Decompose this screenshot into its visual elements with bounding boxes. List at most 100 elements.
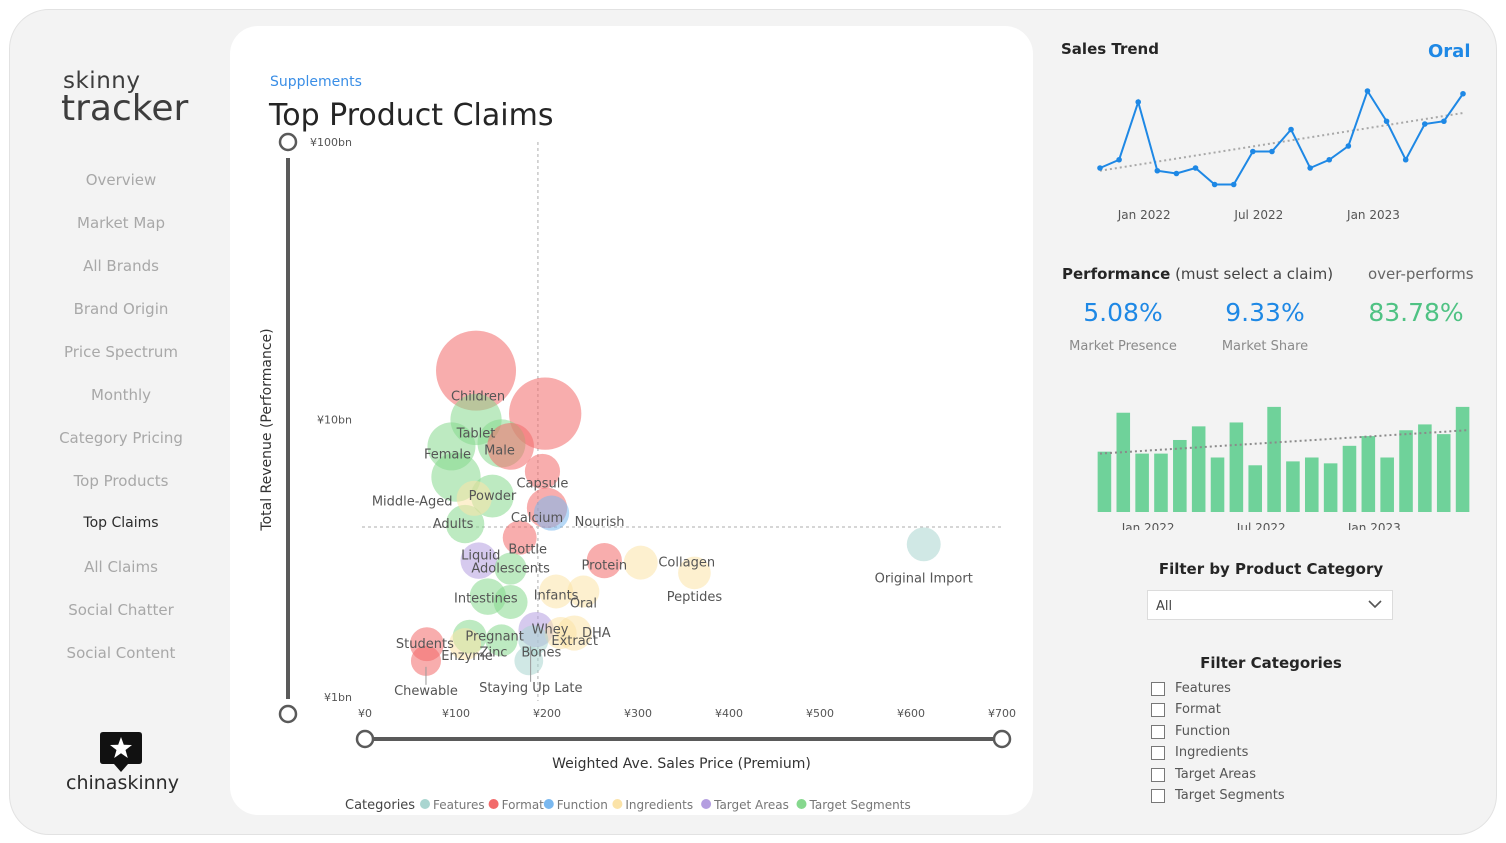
sales-bar [1248,465,1263,512]
checkbox-box[interactable] [1151,682,1165,696]
checkbox-box[interactable] [1151,789,1165,803]
sales-point [1402,156,1409,163]
sales-bar [1267,406,1281,512]
point-label: Tablet [456,427,496,442]
sales-bar [1154,453,1168,512]
point-label: Oral [570,596,597,611]
sales-bar [1304,457,1319,512]
sales-bar [1455,406,1470,512]
bubble-middle-aged [456,480,492,516]
point-label: Enzyme [441,649,493,664]
legend-label: Target Segments [809,798,911,812]
bar-x-label: Jul 2022 [1236,521,1286,530]
bubble-liquid [460,542,497,579]
bubble-enzyme [449,628,482,661]
sales-trend-title: Sales Trend [1061,40,1159,58]
bubble-zinc [485,624,518,657]
selected-claim: Oral [1428,41,1471,62]
legend-swatch [796,799,807,809]
breadcrumb-supplements[interactable]: Supplements [270,74,362,90]
bar-trend-line [1099,429,1468,455]
legend-label: Function [557,798,608,812]
nav-top-products[interactable]: Top Products [73,472,169,490]
sales-point [1173,170,1180,177]
nav-monthly[interactable]: Monthly [90,386,152,404]
nav-brand-origin[interactable]: Brand Origin [73,300,169,318]
bubble-collagen [623,545,658,580]
product-category-select[interactable]: All [1147,590,1393,620]
nav-market-map[interactable]: Market Map [77,214,165,232]
point-label: Calcium [511,511,563,526]
x-slider-handle-right [992,729,1012,749]
trend-x-label: Jul 2022 [1233,208,1283,222]
checkbox-box[interactable] [1151,703,1165,717]
checkbox-box[interactable] [1151,725,1165,739]
point-label: Peptides [667,590,723,605]
page-title: Top Product Claims [269,98,554,133]
checkbox-box[interactable] [1151,746,1165,760]
legend-swatch [488,799,499,809]
y-axis-title: Total Revenue (Performance) [259,328,275,531]
sales-point [1460,90,1466,97]
bar-x-label: Jan 2022 [1121,521,1175,530]
nav-social-chatter[interactable]: Social Chatter [68,601,174,619]
checkbox-label: Target Segments [1175,788,1285,803]
point-label: Nourish [575,515,625,530]
checkbox-box[interactable] [1151,768,1165,782]
nav-overview[interactable]: Overview [85,171,157,189]
y-tick-label: ¥100bn [310,136,352,149]
point-label: Middle-Aged [372,494,453,509]
nav-all-brands[interactable]: All Brands [83,257,159,275]
legend-label: Format [502,798,545,812]
sales-bar [1342,445,1357,512]
performance-note: (must select a claim) [1175,265,1334,283]
point-label: Bones [521,645,561,660]
y-slider-handle-top [278,132,298,152]
sales-point [1441,118,1447,125]
sales-point [1364,88,1371,94]
bubble-protein [586,543,622,579]
bubble-female [427,422,476,471]
market-share-value: 9.33% [1225,298,1305,327]
sales-bar [1323,463,1338,512]
nav-top-claims[interactable]: Top Claims [83,515,159,531]
sales-bar [1436,434,1451,512]
bar-x-label: Jan 2023 [1347,521,1401,530]
trend-dotted-line [1099,112,1464,172]
sales-bar [1135,453,1149,512]
point-label: DHA [582,626,611,641]
nav-category-pricing[interactable]: Category Pricing [59,429,183,447]
checkbox-label: Ingredients [1175,745,1249,760]
sales-point [1421,121,1428,127]
bubble-peptides [678,556,711,590]
sales-bar [1399,430,1413,512]
nav-social-content[interactable]: Social Content [66,644,176,662]
market-presence-value: 5.08% [1083,298,1163,327]
sales-point [1097,165,1103,171]
x-tick-label: ¥200 [533,707,561,720]
sales-point [1326,156,1333,163]
y-tick-label: ¥1bn [324,691,352,704]
bubble-capsule [524,453,561,490]
sales-trend-line-chart: Jan 2022 Jul 2022 Jan 2023 [1097,88,1466,222]
x-tick-label: ¥100 [442,707,470,720]
sales-bar [1286,461,1300,512]
main-card: Supplements Top Product Claims Total Rev… [230,26,1033,815]
bubble-children [436,330,517,411]
point-label: Adolescents [471,562,550,577]
point-label: Pregnant [465,630,523,645]
sales-point [1116,156,1122,163]
product-filter-title: Filter by Product Category [1158,560,1384,578]
x-tick-label: ¥600 [897,707,925,720]
sales-point [1288,126,1294,133]
x-axis-title: Weighted Ave. Sales Price (Premium) [552,756,811,772]
sales-point [1269,148,1275,155]
sales-bar [1173,439,1187,512]
nav-all-claims[interactable]: All Claims [84,558,158,576]
bubble-original-import [906,527,941,562]
nav-price-spectrum[interactable]: Price Spectrum [63,343,179,361]
point-label: Female [424,447,471,462]
legend-label: Ingredients [625,798,693,812]
x-tick-label: ¥0 [358,707,372,720]
bubble-nourish [533,495,570,531]
